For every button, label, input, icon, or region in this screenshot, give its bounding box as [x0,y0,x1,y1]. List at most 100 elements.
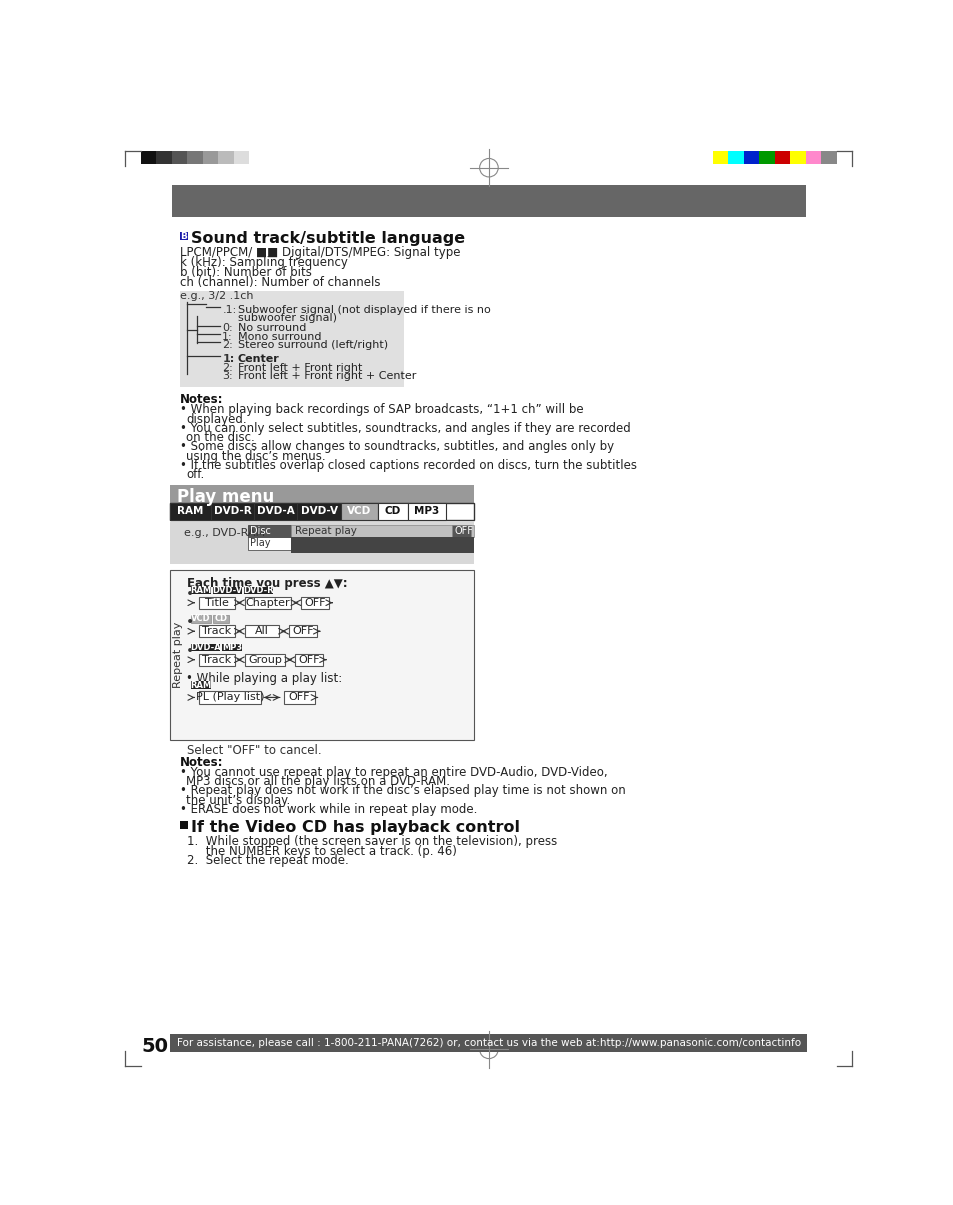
Text: MP3: MP3 [222,643,242,652]
Text: 2:: 2: [222,363,233,372]
Bar [199,653,234,666]
Bar [171,484,474,504]
Text: ch (channel): Number of channels: ch (channel): Number of channels [179,276,380,289]
Text: Stereo surround (left/right): Stereo surround (left/right) [237,340,388,351]
Text: B: B [180,231,187,241]
Text: For assistance, please call : 1-800-211-PANA(7262) or, contact us via the web at: For assistance, please call : 1-800-211-… [176,1038,800,1048]
Text: 2:: 2: [222,340,233,351]
Text: e.g., 3/2 .1ch: e.g., 3/2 .1ch [179,290,253,301]
Text: LPCM/PPCM/ ■■ Digital/DTS/MPEG: Signal type: LPCM/PPCM/ ■■ Digital/DTS/MPEG: Signal t… [179,246,459,259]
Text: k (kHz): Sampling frequency: k (kHz): Sampling frequency [179,257,347,269]
Text: 3:: 3: [222,371,233,381]
Bar [171,504,474,521]
Bar [199,692,261,704]
Text: using the disc’s menus.: using the disc’s menus. [186,449,325,463]
Text: OFF: OFF [454,525,473,536]
Text: • You cannot use repeat play to repeat an entire DVD-Audio, DVD-Video,: • You cannot use repeat play to repeat a… [179,766,607,778]
Text: Notes:: Notes: [179,393,223,406]
Text: DVD-V: DVD-V [213,586,242,595]
Bar [203,151,218,164]
Bar [187,151,203,164]
Bar [821,151,836,164]
Text: RAM: RAM [177,506,204,516]
Text: Track: Track [202,654,232,665]
Bar [199,596,234,609]
Bar [199,625,234,637]
Text: • If the subtitles overlap closed captions recorded on discs, turn the subtitles: • If the subtitles overlap closed captio… [179,459,636,472]
Bar [218,151,233,164]
Text: • While playing a play list:: • While playing a play list: [186,672,342,686]
Text: e.g., DVD-RAM: e.g., DVD-RAM [183,528,264,539]
Text: If the Video CD has playback control: If the Video CD has playback control [191,819,519,835]
Bar [245,596,291,609]
Bar [192,587,211,594]
Bar [743,151,759,164]
Text: on the disc.: on the disc. [186,431,254,443]
Bar [774,151,790,164]
Text: MP3 discs or all the play lists on a DVD-RAM.: MP3 discs or all the play lists on a DVD… [186,775,450,788]
Text: Play: Play [250,539,271,548]
Text: 2.  Select the repeat mode.: 2. Select the repeat mode. [187,854,349,866]
Text: Repeat play: Repeat play [172,622,183,688]
Bar [213,587,242,594]
Bar [294,653,323,666]
Text: Front left + Front right: Front left + Front right [237,363,362,372]
Bar [172,151,187,164]
Bar [301,596,329,609]
Bar [141,151,156,164]
Bar [213,615,229,623]
Text: Select "OFF" to cancel.: Select "OFF" to cancel. [187,743,322,757]
Text: PL (Play list): PL (Play list) [195,693,264,703]
Text: 1.  While stopped (the screen saver is on the television), press: 1. While stopped (the screen saver is on… [187,835,558,848]
Bar [407,504,446,521]
Text: No surround: No surround [237,323,306,334]
Text: •: • [186,615,194,629]
Text: 1:: 1: [222,331,233,342]
Bar [179,231,188,240]
Text: Chapter: Chapter [246,598,290,607]
Text: Center: Center [237,354,279,364]
Bar [248,525,291,537]
Bar [171,522,474,564]
Text: .1:: .1: [222,305,236,315]
Text: b (bit): Number of bits: b (bit): Number of bits [179,266,312,280]
Text: All: All [254,627,269,636]
Text: Title: Title [205,598,229,607]
Text: Front left + Front right + Center: Front left + Front right + Center [237,371,416,381]
Text: •: • [186,587,194,600]
Text: 0:: 0: [222,323,233,334]
Text: Track: Track [202,627,232,636]
Text: CD: CD [214,615,227,623]
Bar [211,504,253,521]
Bar [244,587,273,594]
Text: 50: 50 [141,1038,168,1056]
Bar [340,504,377,521]
Bar [245,653,285,666]
Bar [192,681,211,689]
Text: • Repeat play does not work if the disc’s elapsed play time is not shown on: • Repeat play does not work if the disc’… [179,784,625,798]
Text: Play menu: Play menu [176,488,274,506]
Bar [297,504,340,521]
Bar [156,151,172,164]
Text: DVD-A: DVD-A [190,643,221,652]
Bar [805,151,821,164]
Text: RAM: RAM [191,681,212,689]
Text: CD: CD [384,506,400,516]
Bar [179,290,404,387]
Bar [790,151,805,164]
Bar [172,184,805,217]
Bar [171,570,474,740]
Text: DVD-R: DVD-R [243,586,274,595]
Bar [233,151,249,164]
Bar [728,151,743,164]
Bar [248,537,291,549]
Bar [171,1034,806,1052]
Text: •: • [186,643,194,658]
Text: the unit’s display.: the unit’s display. [186,794,290,806]
Text: 1:: 1: [222,354,234,364]
Bar [171,504,211,521]
Text: the NUMBER keys to select a track. (p. 46): the NUMBER keys to select a track. (p. 4… [187,845,456,858]
Text: Repeat play: Repeat play [294,525,356,536]
Text: DVD-V: DVD-V [300,506,337,516]
Text: OFF: OFF [292,627,314,636]
